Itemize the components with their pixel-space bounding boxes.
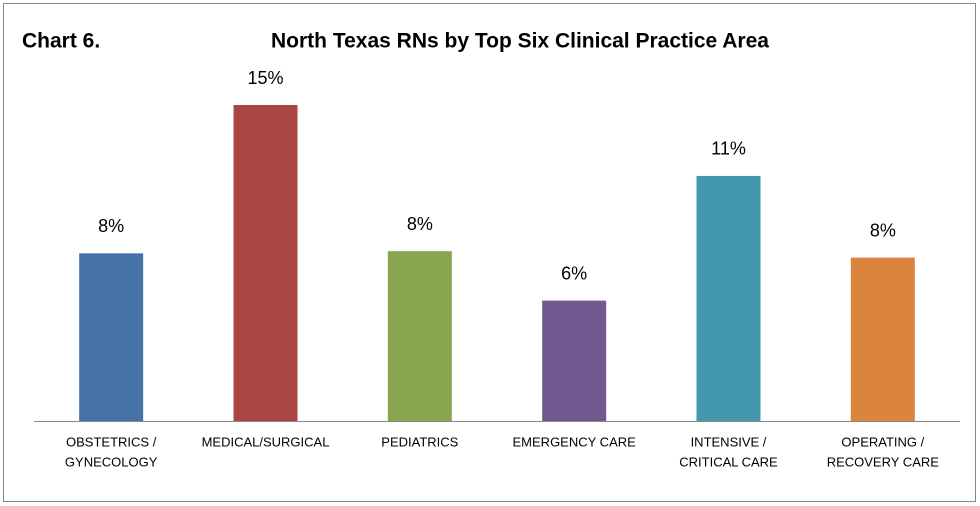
chart-title: North Texas RNs by Top Six Clinical Prac… <box>271 30 769 53</box>
x-tick-label: PEDIATRICS <box>381 434 458 449</box>
bar <box>850 257 915 421</box>
chart-frame <box>3 3 976 502</box>
bar <box>79 253 144 421</box>
x-tick-label: CRITICAL CARE <box>679 454 778 469</box>
chart-label: Chart 6. <box>22 30 100 53</box>
value-label: 8% <box>407 214 433 234</box>
bar <box>696 175 761 421</box>
x-tick-label: OPERATING / <box>841 434 924 449</box>
bar <box>542 300 607 421</box>
value-label: 11% <box>711 139 746 159</box>
value-label: 8% <box>870 220 896 240</box>
x-tick-label: RECOVERY CARE <box>827 454 940 469</box>
x-tick-label: EMERGENCY CARE <box>513 434 637 449</box>
x-tick-label: OBSTETRICS / <box>66 434 157 449</box>
bar <box>387 251 452 421</box>
value-label: 15% <box>247 68 283 88</box>
value-label: 8% <box>98 216 124 236</box>
x-tick-label: GYNECOLOGY <box>65 454 158 469</box>
x-tick-label: INTENSIVE / <box>691 434 767 449</box>
bar <box>233 105 298 421</box>
x-tick-label: MEDICAL/SURGICAL <box>202 434 330 449</box>
value-label: 6% <box>561 263 587 283</box>
